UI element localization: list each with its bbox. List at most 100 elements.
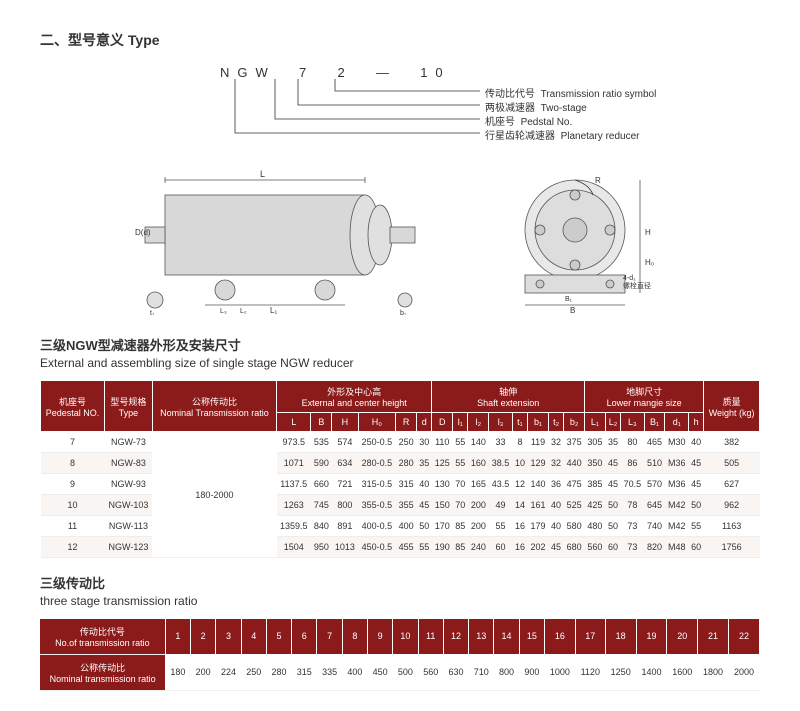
code-7: 7 [299,65,314,80]
ratio-num: 3 [216,619,241,655]
th-sub: l₃ [489,413,513,432]
code-dash: — [376,65,397,80]
th-sub: R [396,413,417,432]
ratio-num: 14 [494,619,519,655]
ratio-num: 20 [667,619,698,655]
th-weight: 质量Weight (kg) [704,381,760,432]
ratio-val: 315 [292,654,317,690]
th-external: 外形及中心高External and center height [277,381,432,413]
th-sub: B₁ [644,413,665,432]
drawing-front-view: R H H₀ B B₁ 4-d₁ 螺栓直径 [475,165,675,315]
th-sub: H₀ [358,413,396,432]
svg-text:L: L [260,169,265,179]
ratio-val: 560 [418,654,443,690]
table1-heading-en: External and assembling size of single s… [40,356,760,370]
ratio-num: 10 [393,619,418,655]
ratio-val: 1000 [544,654,575,690]
th-pedestal: 机座号Pedestal NO. [41,381,105,432]
ratio-label-1: 传动比代号No.of transmission ratio [40,619,165,655]
ratio-val: 250 [241,654,266,690]
table2-heading-en: three stage transmission ratio [40,594,760,608]
ratio-val: 1120 [575,654,605,690]
svg-text:H: H [645,228,651,237]
th-type: 型号规格Type [104,381,152,432]
code-2: 2 [337,65,352,80]
svg-text:螺栓直径: 螺栓直径 [623,281,651,290]
code-ngw: NGW [220,65,276,80]
ratio-val: 1600 [667,654,698,690]
ratio-val: 500 [393,654,418,690]
ratio-val: 710 [469,654,494,690]
th-sub: h [688,413,703,432]
ratio-num: 5 [266,619,291,655]
ratio-val: 224 [216,654,241,690]
th-shaft: 轴伸Shaft extension [432,381,585,413]
label-planetary: 行星齿轮减速器 Planetary reducer [485,127,640,142]
type-code-diagram: NGW 7 2 — 10 传动比代号 Transmission ratio sy… [220,65,760,145]
table-row: 8NGW-831071590634280-0.5280351255516038.… [41,453,760,474]
svg-text:B₁: B₁ [565,296,573,303]
svg-text:4-d₁: 4-d₁ [623,275,636,282]
table-row: 11NGW-1131359.5840891400-0.5400501708520… [41,516,760,537]
ratio-num: 22 [728,619,759,655]
ratio-val: 800 [494,654,519,690]
svg-text:D(d): D(d) [135,228,151,237]
th-sub: L₁ [585,413,606,432]
svg-text:L₃: L₃ [220,308,227,315]
th-sub: b₂ [564,413,585,432]
th-sub: l₁ [453,413,468,432]
type-code-text: NGW 7 2 — 10 [220,65,451,80]
label-pedestal: 机座号 Pedstal No. [485,113,572,128]
th-sub: B [311,413,332,432]
table-row: 10NGW-1031263745800355-0.535545150702004… [41,495,760,516]
ratio-num: 8 [342,619,367,655]
table-row: 9NGW-931137.5660721315-0.531540130701654… [41,474,760,495]
ratio-num: 17 [575,619,605,655]
section-type-title: 二、型号意义 Type [40,30,760,50]
ratio-num: 18 [605,619,636,655]
technical-drawings: L L₁ D(d) t₁ b₁ L₃ L₂ R H [40,165,760,315]
th-sub: L₂ [605,413,620,432]
svg-text:L₁: L₁ [270,306,277,315]
ratio-num: 16 [544,619,575,655]
ratio-val: 630 [443,654,468,690]
svg-text:b₁: b₁ [400,310,407,315]
ratio-val: 200 [191,654,216,690]
table2-heading-cn: 三级传动比 [40,573,760,592]
th-sub: H [332,413,358,432]
code-10: 10 [420,65,450,80]
table1-heading-cn: 三级NGW型减速器外形及安装尺寸 [40,335,760,354]
svg-text:H₀: H₀ [645,258,654,267]
svg-text:L₂: L₂ [240,308,247,315]
ratio-val: 2000 [728,654,759,690]
ratio-val: 180 [165,654,190,690]
th-sub: L [277,413,311,432]
th-sub: d₁ [665,413,689,432]
th-lower: 地脚尺寸Lower mangie size [585,381,704,413]
drawing-side-view: L L₁ D(d) t₁ b₁ L₃ L₂ [125,165,445,315]
ratio-val: 1400 [636,654,667,690]
ratio-val: 1800 [698,654,729,690]
th-sub: l₂ [468,413,489,432]
ratio-num: 19 [636,619,667,655]
th-sub: b₁ [528,413,549,432]
th-ratio: 公称传动比Nominal Transmission ratio [152,381,276,432]
ratio-num: 21 [698,619,729,655]
ratio-val: 280 [266,654,291,690]
ratio-val: 900 [519,654,544,690]
ratio-num: 15 [519,619,544,655]
ratio-num: 4 [241,619,266,655]
th-sub: L₃ [621,413,645,432]
label-two-stage: 两极减速器 Two-stage [485,99,587,114]
table-row: 12NGW-12315049501013450-0.54555519085240… [41,537,760,558]
ratio-val: 1250 [605,654,636,690]
ratio-val: 450 [368,654,393,690]
svg-text:B: B [570,306,575,315]
ratio-table: 传动比代号No.of transmission ratio12345678910… [40,618,760,691]
ratio-num: 12 [443,619,468,655]
svg-text:t₁: t₁ [150,310,155,315]
dimensions-table: 机座号Pedestal NO. 型号规格Type 公称传动比Nominal Tr… [40,380,760,558]
ratio-num: 7 [317,619,342,655]
ratio-label-2: 公称传动比Nominal transmission ratio [40,654,165,690]
th-sub: t₂ [548,413,563,432]
